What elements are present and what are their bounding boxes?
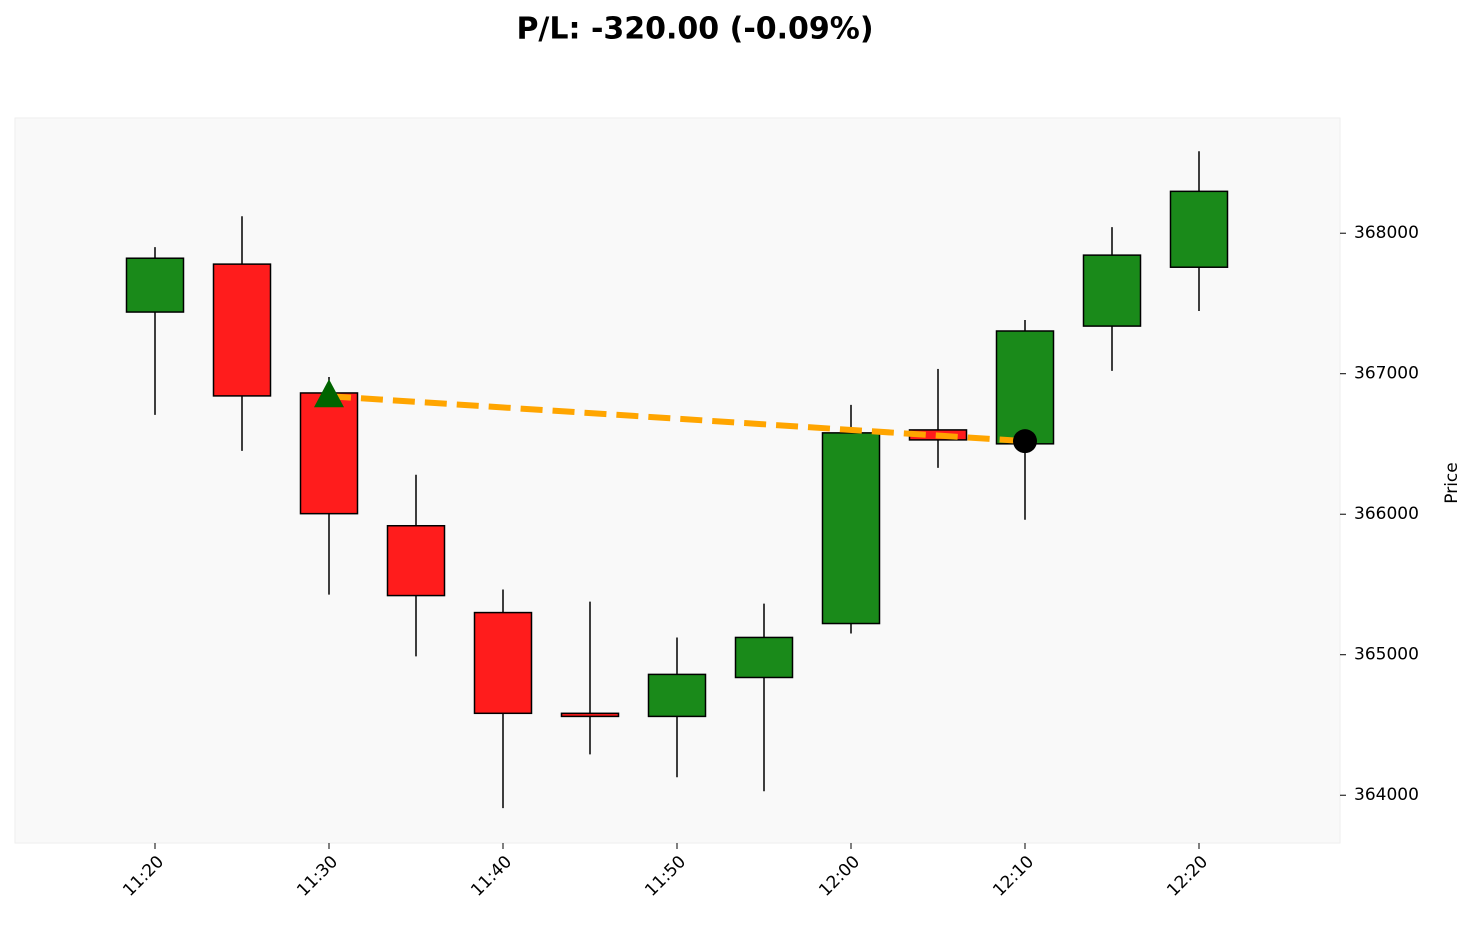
candle-body [560, 712, 620, 718]
candle-body [299, 392, 359, 515]
x-tick-label: 12:00 [815, 852, 864, 901]
candle-body [647, 673, 707, 718]
x-tick-label: 11:30 [293, 852, 342, 901]
y-tick-label: 364000 [1354, 785, 1419, 805]
chart-title: P/L: -320.00 (-0.09%) [516, 12, 873, 47]
y-tick-label: 365000 [1354, 645, 1419, 665]
x-tick-label: 11:40 [467, 852, 516, 901]
y-tick-label: 368000 [1354, 223, 1419, 243]
candle-body [473, 611, 533, 715]
y-tick-label: 367000 [1354, 364, 1419, 384]
x-tick-label: 11:50 [641, 852, 690, 901]
candle-body [1169, 190, 1229, 268]
candle-body [212, 263, 272, 397]
candle-body [821, 432, 881, 625]
x-tick-label: 12:20 [1163, 852, 1212, 901]
candle-body [125, 257, 185, 313]
y-tick-label: 366000 [1354, 504, 1419, 524]
x-tick-label: 11:20 [119, 852, 168, 901]
candle-body [1082, 254, 1142, 327]
y-axis-label: Price [1442, 462, 1462, 503]
candle-body [386, 524, 446, 597]
x-tick-label: 12:10 [989, 852, 1038, 901]
entry-marker [314, 379, 344, 408]
trade-line [328, 393, 1026, 445]
candle-body [734, 636, 794, 679]
candle-body [995, 330, 1055, 445]
exit-marker [1013, 429, 1037, 454]
